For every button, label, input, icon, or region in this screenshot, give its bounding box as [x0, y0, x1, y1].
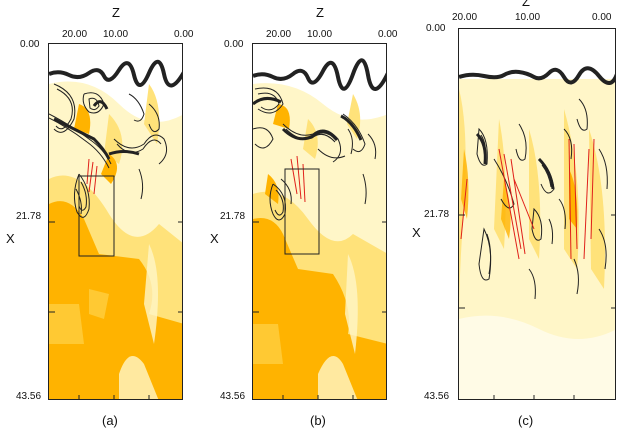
- panel-b-surface-contour: [253, 58, 386, 91]
- panel-b-red-lines: [290, 155, 306, 203]
- panel-a-z-tick-mid: 10.00: [103, 29, 129, 40]
- panel-c-z-tick-left: 20.00: [452, 12, 478, 23]
- panel-b-strong-field: [253, 218, 386, 399]
- panel-a-strong-field: [49, 201, 182, 399]
- panel-a-z-tick-right: 0.00: [174, 29, 194, 40]
- panel-a-x-axis-title: X: [6, 231, 15, 246]
- panel-b-z-axis-title: Z: [316, 5, 324, 20]
- panel-b-z-tick-mid: 10.00: [307, 29, 333, 40]
- panel-a-field-plot: [49, 59, 182, 399]
- panel-c-z-axis-title: Z: [522, 0, 530, 9]
- panel-a-plot-area: [48, 43, 183, 400]
- panel-a-red-lines: [86, 158, 98, 195]
- panel-b-x-axis-title: X: [210, 231, 219, 246]
- panel-b-z-tick-left: 20.00: [266, 29, 292, 40]
- panel-c-x-axis-title: X: [412, 225, 421, 240]
- panel-c-z-tick-right: 0.00: [592, 12, 612, 23]
- panel-c-plot-area: [458, 28, 616, 400]
- panel-a-x-tick-bottom: 43.56: [16, 391, 42, 402]
- panel-c-surface-contour: [459, 66, 615, 85]
- panel-b-inset-box: [284, 168, 320, 255]
- panel-c-x-tick-bottom: 43.56: [424, 391, 450, 402]
- panel-b-x-tick-bottom: 43.56: [220, 391, 246, 402]
- panel-a-caption: (a): [102, 413, 118, 428]
- panel-a-inset-box: [78, 175, 115, 257]
- panel-b-z-tick-right: 0.00: [378, 29, 398, 40]
- panel-c-ticks: [459, 214, 615, 399]
- panel-a-x-tick-top: 0.00: [20, 39, 40, 50]
- panel-a-surface-contour: [49, 59, 182, 88]
- panel-b-field-plot: [253, 58, 386, 399]
- panel-c-x-tick-mid: 21.78: [424, 209, 450, 220]
- panel-b-x-tick-top: 0.00: [224, 39, 244, 50]
- panel-a-ticks: [49, 221, 182, 399]
- panel-b-contours: [253, 87, 377, 221]
- panel-c-z-tick-mid: 10.00: [515, 12, 541, 23]
- panel-b-plot-area: [252, 43, 387, 400]
- panel-a-z-axis-title: Z: [112, 5, 120, 20]
- panel-c-red-lines: [460, 138, 595, 260]
- panel-a-z-tick-left: 20.00: [62, 29, 88, 40]
- panel-b-caption: (b): [310, 413, 326, 428]
- panel-c-contours: [476, 98, 608, 300]
- panel-c-strong-field: [569, 169, 578, 229]
- panel-b-x-tick-mid: 21.78: [220, 211, 246, 222]
- panel-c-x-tick-top: 0.00: [426, 23, 446, 34]
- panel-a-x-tick-mid: 21.78: [16, 211, 42, 222]
- panel-c-field-plot: [459, 66, 615, 399]
- panel-c-caption: (c): [518, 413, 534, 428]
- panel-b-ticks: [253, 221, 386, 399]
